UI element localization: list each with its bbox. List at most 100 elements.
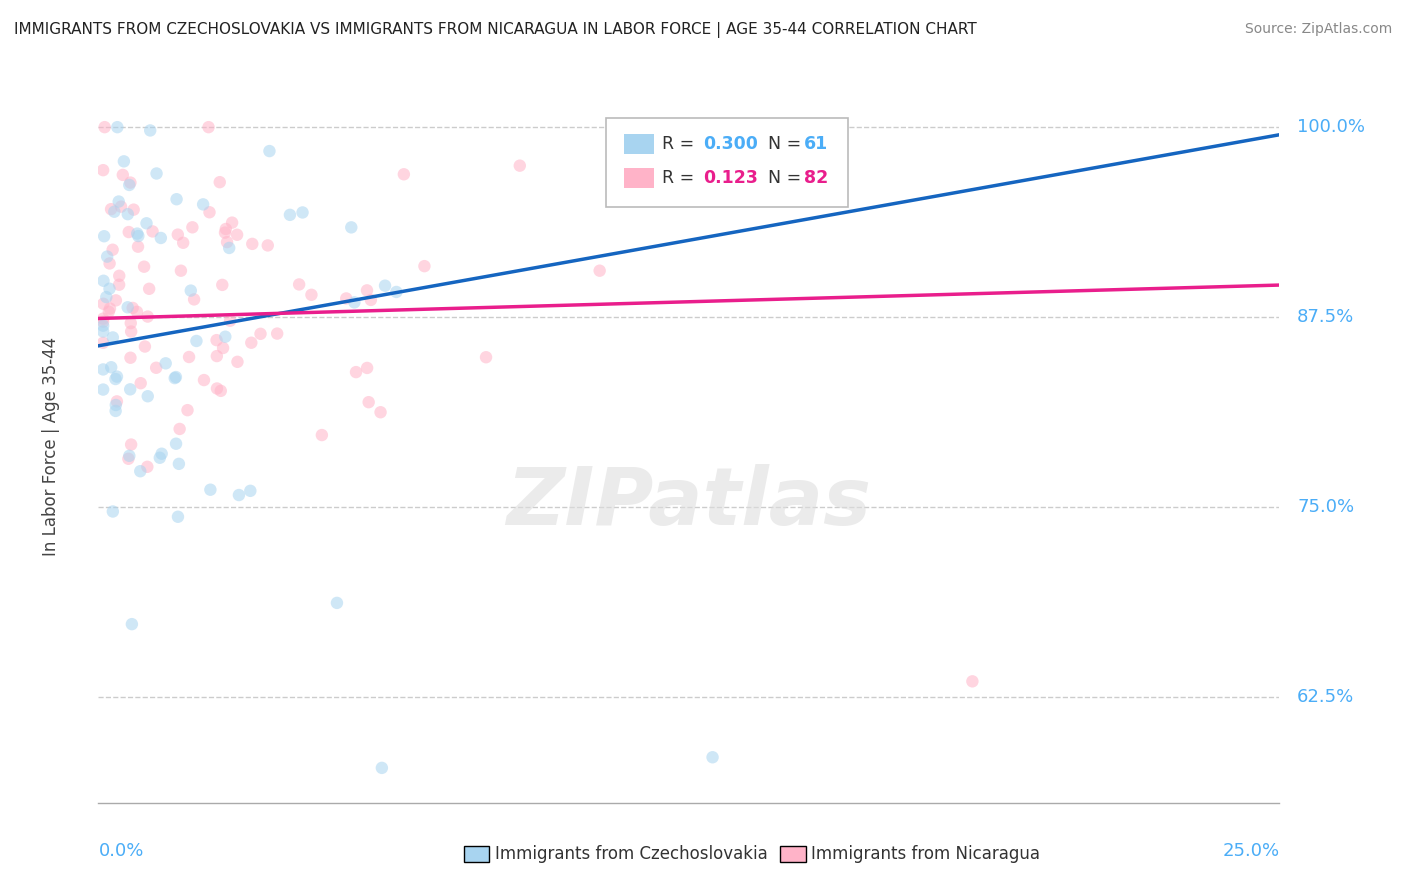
- Text: N =: N =: [758, 169, 807, 187]
- Text: 61: 61: [803, 136, 828, 153]
- Point: [288, 277, 311, 292]
- Point: [170, 263, 193, 277]
- Point: [475, 350, 498, 364]
- Text: 0.0%: 0.0%: [98, 842, 143, 860]
- Point: [127, 240, 149, 254]
- Point: [191, 197, 214, 211]
- Point: [177, 350, 200, 364]
- Point: [165, 370, 187, 384]
- Point: [193, 373, 215, 387]
- Point: [197, 120, 219, 135]
- Point: [370, 405, 392, 419]
- Point: [205, 333, 228, 347]
- Point: [335, 292, 357, 306]
- Point: [91, 383, 114, 397]
- Point: [110, 200, 132, 214]
- Point: [117, 451, 139, 466]
- Point: [326, 596, 349, 610]
- Point: [98, 301, 121, 316]
- Point: [145, 360, 167, 375]
- Point: [278, 208, 301, 222]
- Point: [118, 225, 141, 239]
- Point: [259, 144, 281, 158]
- Point: [111, 168, 134, 182]
- FancyBboxPatch shape: [624, 169, 654, 188]
- Text: IMMIGRANTS FROM CZECHOSLOVAKIA VS IMMIGRANTS FROM NICARAGUA IN LABOR FORCE | AGE: IMMIGRANTS FROM CZECHOSLOVAKIA VS IMMIGR…: [14, 22, 977, 38]
- Point: [101, 504, 124, 518]
- Point: [127, 227, 149, 241]
- Point: [138, 282, 160, 296]
- Text: 0.123: 0.123: [703, 169, 758, 187]
- Text: 0.300: 0.300: [703, 136, 758, 153]
- Point: [211, 277, 233, 292]
- FancyBboxPatch shape: [624, 134, 654, 154]
- Point: [169, 422, 191, 436]
- Point: [127, 229, 149, 244]
- Point: [132, 260, 155, 274]
- Point: [163, 371, 186, 385]
- Point: [181, 220, 204, 235]
- Point: [239, 483, 262, 498]
- Point: [129, 464, 152, 478]
- Point: [120, 316, 142, 330]
- Point: [356, 284, 378, 298]
- Point: [183, 293, 205, 307]
- Text: 62.5%: 62.5%: [1298, 688, 1354, 706]
- Point: [392, 167, 415, 181]
- Text: ZIPatlas: ZIPatlas: [506, 464, 872, 542]
- Point: [228, 488, 250, 502]
- Point: [120, 176, 142, 190]
- Point: [180, 284, 202, 298]
- Point: [120, 437, 142, 451]
- Text: Immigrants from Czechoslovakia: Immigrants from Czechoslovakia: [495, 845, 768, 863]
- Point: [176, 403, 198, 417]
- Point: [215, 222, 238, 236]
- Text: In Labor Force | Age 35-44: In Labor Force | Age 35-44: [42, 336, 60, 556]
- Point: [240, 236, 263, 251]
- Point: [343, 295, 366, 310]
- Point: [118, 178, 141, 192]
- Point: [209, 384, 232, 398]
- Point: [142, 224, 165, 238]
- Point: [214, 329, 236, 343]
- Point: [96, 290, 118, 304]
- Point: [172, 235, 194, 250]
- Point: [98, 282, 121, 296]
- Point: [136, 310, 159, 324]
- Point: [186, 334, 208, 348]
- Point: [120, 325, 142, 339]
- Point: [104, 293, 127, 308]
- Point: [121, 301, 143, 315]
- Point: [136, 389, 159, 403]
- Point: [167, 509, 190, 524]
- Text: 75.0%: 75.0%: [1298, 498, 1354, 516]
- Point: [121, 617, 143, 632]
- Point: [344, 365, 367, 379]
- Point: [101, 330, 124, 344]
- Point: [214, 226, 236, 240]
- Point: [702, 750, 724, 764]
- Point: [215, 235, 238, 249]
- Point: [356, 360, 378, 375]
- Point: [166, 227, 188, 242]
- Point: [105, 369, 128, 384]
- Point: [91, 318, 114, 333]
- Point: [101, 243, 124, 257]
- Point: [104, 404, 127, 418]
- Point: [135, 216, 157, 230]
- Point: [413, 259, 436, 273]
- Point: [105, 120, 128, 135]
- Point: [198, 205, 221, 219]
- Point: [240, 335, 263, 350]
- Point: [134, 339, 156, 353]
- Point: [104, 372, 127, 386]
- Point: [166, 192, 188, 206]
- Point: [291, 205, 314, 219]
- Point: [212, 341, 235, 355]
- Point: [120, 382, 142, 396]
- Point: [509, 159, 531, 173]
- Point: [221, 216, 243, 230]
- Point: [219, 314, 242, 328]
- Point: [129, 376, 152, 391]
- Point: [155, 356, 177, 370]
